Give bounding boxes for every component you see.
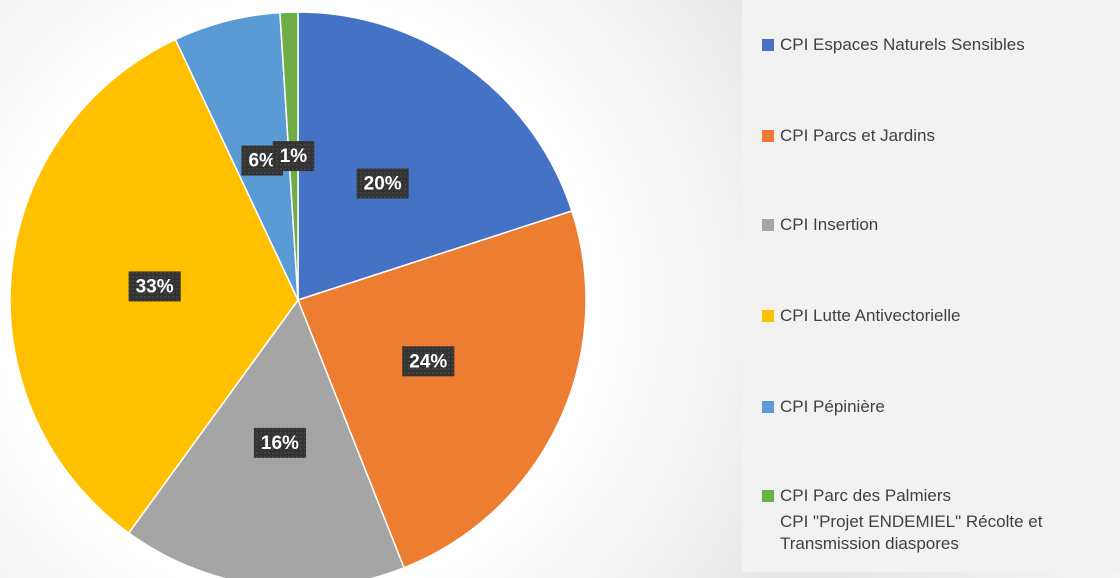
pie-slice [297,210,587,569]
legend-item: CPI "Projet ENDEMIEL" Récolte et Transmi… [762,511,1120,555]
legend-item: CPI Lutte Antivectorielle [762,305,1102,327]
data-label: 24% [402,346,455,377]
legend-label: CPI Insertion [780,215,879,234]
data-label: 20% [356,168,409,199]
legend-swatch [762,39,774,51]
legend-label: CPI Parcs et Jardins [780,126,935,145]
data-label-text: 33% [136,276,174,297]
data-label-text: 16% [261,433,299,454]
data-label-bg [402,346,455,377]
data-label-bg [356,168,409,199]
data-label: 33% [128,271,181,302]
legend-swatch [762,219,774,231]
legend-item: CPI Espaces Naturels Sensibles [762,34,1102,56]
data-label: 16% [253,427,307,458]
data-label-text: 20% [364,174,402,195]
pie-slice [297,11,573,302]
legend-swatch [762,401,774,413]
legend-item: CPI Parc des Palmiers [762,485,1102,507]
legend-item: CPI Parcs et Jardins [762,125,1102,147]
legend: CPI Espaces Naturels Sensibles CPI Parcs … [742,0,1120,572]
legend-item: CPI Pépinière [762,396,1102,418]
pie-area: 20% 24% 16% 33% 6% 1% [9,11,587,578]
legend-label: CPI Pépinière [780,397,885,416]
legend-label: CPI Espaces Naturels Sensibles [780,35,1025,54]
legend-label: CPI Parc des Palmiers [780,486,951,505]
data-label-bg [253,427,307,458]
data-label-bg [128,271,181,302]
data-label-bg [272,141,315,172]
legend-swatch [762,490,774,502]
legend-label: CPI Lutte Antivectorielle [780,306,961,325]
data-label-text: 1% [280,146,308,167]
legend-swatch [762,130,774,142]
legend-label: CPI "Projet ENDEMIEL" Récolte et Transmi… [780,512,1043,553]
data-label-text: 6% [248,151,276,172]
data-label: 1% [272,141,315,172]
legend-swatch [762,310,774,322]
legend-item: CPI Insertion [762,214,1102,236]
data-label-text: 24% [409,351,447,372]
